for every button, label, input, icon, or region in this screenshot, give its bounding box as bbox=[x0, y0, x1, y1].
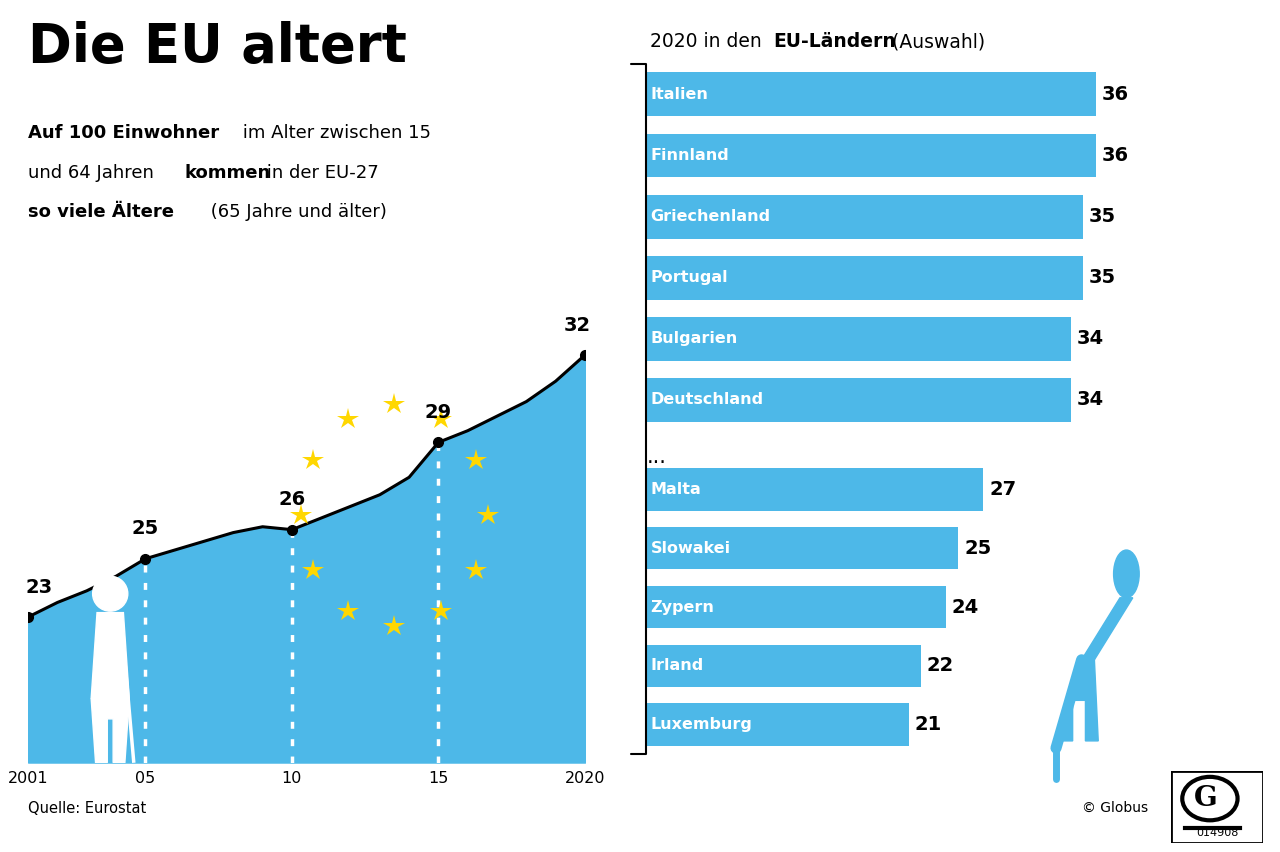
Text: 27: 27 bbox=[989, 480, 1016, 499]
Text: 36: 36 bbox=[1101, 85, 1129, 104]
Polygon shape bbox=[1082, 598, 1133, 659]
Text: Bulgarien: Bulgarien bbox=[650, 331, 737, 346]
Text: 23: 23 bbox=[26, 578, 52, 596]
Bar bbox=[646, 256, 1083, 300]
Text: (65 Jahre und älter): (65 Jahre und älter) bbox=[205, 203, 387, 221]
Text: 26: 26 bbox=[278, 490, 306, 509]
Text: 25: 25 bbox=[964, 538, 992, 558]
Polygon shape bbox=[1060, 659, 1098, 741]
Text: kommen: kommen bbox=[184, 164, 270, 181]
Bar bbox=[646, 72, 1096, 117]
Text: 2020 in den: 2020 in den bbox=[650, 32, 768, 51]
Text: Deutschland: Deutschland bbox=[650, 392, 764, 407]
Text: so viele Ältere: so viele Ältere bbox=[28, 203, 174, 221]
Text: im Alter zwischen 15: im Alter zwischen 15 bbox=[237, 124, 431, 141]
Text: Finnland: Finnland bbox=[650, 148, 730, 163]
Text: EU-Ländern: EU-Ländern bbox=[773, 32, 896, 51]
Text: Quelle: Eurostat: Quelle: Eurostat bbox=[28, 801, 146, 816]
Text: 35: 35 bbox=[1089, 207, 1116, 226]
Circle shape bbox=[1114, 550, 1139, 598]
Text: 25: 25 bbox=[132, 520, 159, 538]
Circle shape bbox=[92, 576, 128, 611]
Text: Portugal: Portugal bbox=[650, 270, 728, 285]
Polygon shape bbox=[91, 613, 129, 699]
Text: Die EU altert: Die EU altert bbox=[28, 21, 407, 73]
Text: 24: 24 bbox=[951, 597, 979, 617]
Text: Italien: Italien bbox=[650, 87, 709, 102]
Text: 014908: 014908 bbox=[1196, 827, 1239, 838]
Text: 22: 22 bbox=[927, 656, 954, 676]
Text: (Auswahl): (Auswahl) bbox=[886, 32, 984, 51]
Text: in der EU-27: in der EU-27 bbox=[261, 164, 379, 181]
Text: Malta: Malta bbox=[650, 482, 701, 497]
Bar bbox=[646, 469, 983, 510]
Text: G: G bbox=[1194, 785, 1219, 812]
Bar bbox=[646, 134, 1096, 177]
Text: Auf 100 Einwohner: Auf 100 Einwohner bbox=[28, 124, 219, 141]
Text: 35: 35 bbox=[1089, 268, 1116, 287]
Text: Slowakei: Slowakei bbox=[650, 541, 731, 556]
Text: und 64 Jahren: und 64 Jahren bbox=[28, 164, 160, 181]
Text: Luxemburg: Luxemburg bbox=[650, 717, 753, 732]
Text: Zypern: Zypern bbox=[650, 600, 714, 614]
Polygon shape bbox=[91, 699, 129, 763]
Text: 32: 32 bbox=[563, 315, 591, 335]
Text: Griechenland: Griechenland bbox=[650, 209, 771, 224]
Text: © Globus: © Globus bbox=[1082, 801, 1148, 815]
Bar bbox=[646, 527, 959, 569]
Text: 21: 21 bbox=[914, 715, 942, 734]
Bar bbox=[646, 317, 1071, 360]
Bar bbox=[646, 704, 909, 746]
Bar bbox=[646, 645, 922, 687]
Text: 36: 36 bbox=[1101, 146, 1129, 165]
Text: ...: ... bbox=[646, 447, 667, 467]
Bar bbox=[646, 194, 1083, 239]
Bar bbox=[646, 586, 946, 628]
Text: 29: 29 bbox=[425, 403, 452, 422]
Text: Irland: Irland bbox=[650, 659, 704, 673]
Text: 34: 34 bbox=[1076, 390, 1103, 409]
FancyBboxPatch shape bbox=[1171, 771, 1263, 843]
Text: 34: 34 bbox=[1076, 329, 1103, 348]
Bar bbox=[646, 377, 1071, 422]
